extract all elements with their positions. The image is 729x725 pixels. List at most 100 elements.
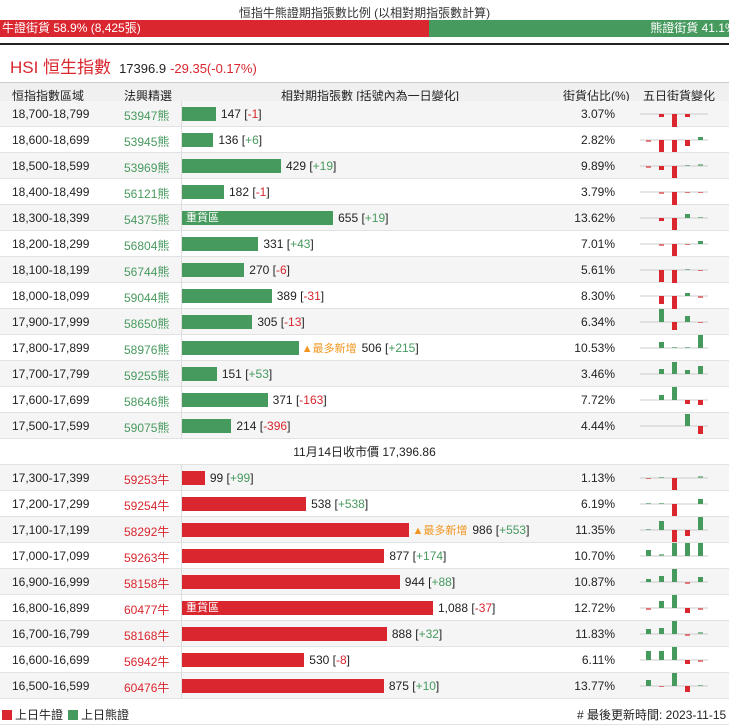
contracts-cell: 888 [+32] [181, 621, 561, 647]
warrant-code-link[interactable]: 56121熊 [124, 187, 170, 201]
range-cell: 18,100-18,199 [12, 263, 90, 277]
contracts-value: 877 [+174] [389, 549, 447, 563]
contracts-bar [182, 237, 259, 251]
five-day-sparkline [640, 647, 708, 664]
sparkline-bar [659, 477, 664, 478]
sparkline-bar [685, 686, 690, 692]
daily-change: -1 [255, 185, 267, 199]
contracts-number: 147 [220, 107, 241, 121]
five-day-sparkline [640, 387, 708, 405]
sparkline-bar [685, 140, 690, 146]
daily-change: +6 [245, 133, 259, 147]
table-row[interactable]: 18,000-18,099 59044熊 389 [-31] 8.30% [0, 283, 729, 309]
table-body: 18,700-18,799 53947熊 147 [-1] 3.07% 18,600-1… [0, 101, 729, 725]
warrant-code-link[interactable]: 54375熊 [124, 213, 170, 227]
sparkline-bar [685, 316, 690, 322]
warrant-code-link[interactable]: 59254牛 [124, 499, 170, 513]
warrant-code-link[interactable]: 58168牛 [124, 629, 170, 643]
warrant-code-link[interactable]: 60476牛 [124, 681, 170, 695]
table-row[interactable]: 16,700-16,799 58168牛 888 [+32] 11.83% [0, 621, 729, 647]
sparkline-bar [659, 554, 664, 556]
outstanding-pct: 7.72% [580, 393, 615, 407]
table-row[interactable]: 16,500-16,599 60476牛 875 [+10] 13.77% [0, 673, 729, 699]
table-row[interactable]: 18,500-18,599 53969熊 429 [+19] 9.89% [0, 153, 729, 179]
table-row[interactable]: 18,600-18,699 53945熊 136 [+6] 2.82% [0, 127, 729, 153]
sparkline-bar [698, 296, 703, 298]
sparkline-bar [698, 632, 703, 634]
table-row[interactable]: 17,200-17,299 59254牛 538 [+538] 6.19% [0, 491, 729, 517]
sparkline-bar [672, 270, 677, 283]
sparkline-bar [659, 309, 664, 322]
warrant-code-link[interactable]: 56744熊 [124, 265, 170, 279]
contracts-bar [182, 393, 268, 407]
table-row[interactable]: 18,200-18,299 56804熊 331 [+43] 7.01% [0, 231, 729, 257]
outstanding-pct: 11.35% [575, 523, 615, 537]
contracts-cell: 136 [+6] [181, 127, 561, 153]
daily-change: +215 [388, 341, 416, 355]
warrant-code-link[interactable]: 58292牛 [124, 525, 170, 539]
table-row[interactable]: 17,100-17,199 58292牛 ▲最多新增 986 [+553] 11.35% [0, 517, 729, 543]
contracts-cell: 151 [+53] [181, 361, 561, 387]
warrant-code-link[interactable]: 59044熊 [124, 291, 170, 305]
warrant-code-link[interactable]: 58158牛 [124, 577, 170, 591]
warrant-code-link[interactable]: 56942牛 [124, 655, 170, 669]
warrant-code-link[interactable]: 58646熊 [124, 395, 170, 409]
contracts-number: 538 [311, 497, 332, 511]
header-pick: 法興精選 [124, 89, 173, 103]
range-cell: 18,400-18,499 [12, 185, 90, 199]
table-row[interactable]: 18,100-18,199 56744熊 270 [-6] 5.61% [0, 257, 729, 283]
table-row[interactable]: 17,300-17,399 59253牛 99 [+99] 1.13% [0, 465, 729, 491]
outstanding-pct: 9.89% [580, 159, 615, 173]
table-row[interactable]: 17,600-17,699 58646熊 371 [-163] 7.72% [0, 387, 729, 413]
legend-bear-label: 上日熊證 [81, 708, 130, 722]
table-row[interactable]: 18,300-18,399 54375熊 重貨區 655 [+19] 13.62% [0, 205, 729, 231]
warrant-code-link[interactable]: 53947熊 [124, 109, 170, 123]
outstanding-pct: 2.82% [580, 133, 615, 147]
sparkline-bar [698, 270, 703, 271]
warrant-code-link[interactable]: 58650熊 [124, 317, 170, 331]
sparkline-bar [659, 628, 664, 634]
warrant-code-link[interactable]: 59263牛 [124, 551, 170, 565]
table-row[interactable]: 17,700-17,799 59255熊 151 [+53] 3.46% [0, 361, 729, 387]
warrant-code-link[interactable]: 59255熊 [124, 369, 170, 383]
table-row[interactable]: 17,000-17,099 59263牛 877 [+174] 10.70% [0, 543, 729, 569]
index-change: -29.35(-0.17%) [170, 61, 257, 76]
sparkline-bar [698, 192, 703, 193]
table-row[interactable]: 17,500-17,599 59075熊 214 [-396] 4.44% [0, 413, 729, 439]
contracts-number: 182 [228, 185, 250, 199]
contracts-number: 888 [391, 627, 412, 641]
sparkline-bar [685, 214, 690, 218]
contracts-value: 331 [+43] [263, 237, 314, 251]
warrant-code-link[interactable]: 58976熊 [124, 343, 170, 357]
table-row[interactable]: 17,900-17,999 58650熊 305 [-13] 6.34% [0, 309, 729, 335]
footer: 上日牛證 上日熊證 # 最後更新時間: 2023-11-15 08:00 [0, 705, 729, 722]
five-day-sparkline [640, 214, 708, 230]
contracts-bar [182, 133, 214, 147]
warrant-code-link[interactable]: 53945熊 [124, 135, 170, 149]
warrant-code-link[interactable]: 60477牛 [124, 603, 170, 617]
table-row[interactable]: 16,900-16,999 58158牛 944 [+88] 10.87% [0, 569, 729, 595]
contracts-bar [182, 549, 385, 563]
warrant-code-link[interactable]: 59253牛 [124, 473, 170, 487]
contracts-cell: 331 [+43] [181, 231, 561, 257]
warrant-code-link[interactable]: 53969熊 [124, 161, 170, 175]
contracts-number: 99 [209, 471, 224, 485]
index-name[interactable]: HSI 恒生指數 [10, 58, 112, 77]
sparkline-bar [659, 651, 664, 660]
sparkline-bar [685, 165, 690, 166]
warrant-code-link[interactable]: 56804熊 [124, 239, 170, 253]
table-row[interactable]: 16,600-16,699 56942牛 530 [-8] 6.11% [0, 647, 729, 673]
contracts-bar: 重貨區 [182, 601, 433, 615]
contracts-value: 99 [+99] [209, 471, 254, 485]
table-row[interactable]: 17,800-17,899 58976熊 ▲最多新增 506 [+215] 10.53% [0, 335, 729, 361]
daily-change: -31 [303, 289, 321, 303]
previous-close-row: 11月14日收市價 17,396.86 [0, 439, 729, 465]
table-row[interactable]: 18,700-18,799 53947熊 147 [-1] 3.07% [0, 101, 729, 127]
table-row[interactable]: 16,800-16,899 60477牛 重貨區 1,088 [-37] 12.72% [0, 595, 729, 621]
warrant-code-link[interactable]: 59075熊 [124, 421, 170, 435]
contracts-cell: 944 [+88] [181, 569, 561, 595]
table-row[interactable]: 18,400-18,499 56121熊 182 [-1] 3.79% [0, 179, 729, 205]
contracts-cell: 重貨區 655 [+19] [181, 205, 561, 231]
contracts-number: 877 [389, 549, 410, 563]
sparkline-bar [659, 686, 664, 687]
